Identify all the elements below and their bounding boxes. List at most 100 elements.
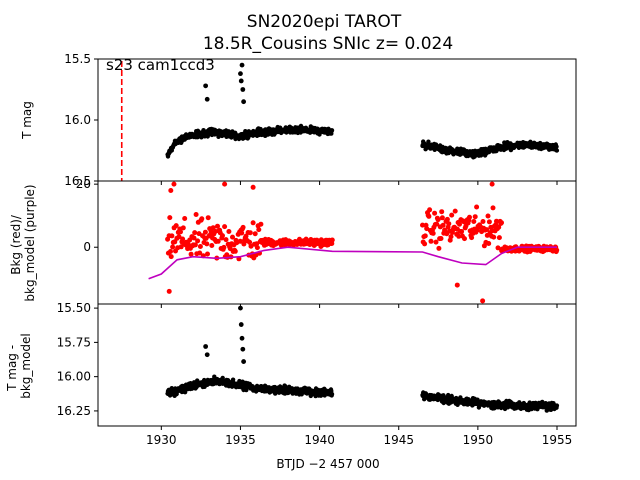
data-point	[554, 144, 559, 149]
bkg-point	[474, 227, 480, 233]
sector-camera-annotation: s23 cam1ccd3	[106, 56, 215, 74]
data-point	[204, 352, 210, 358]
bkg-point	[471, 219, 477, 224]
data-point	[230, 377, 236, 382]
bkg-point	[499, 220, 504, 226]
y-tick-label: 15.5	[64, 52, 91, 66]
bkg-point	[222, 181, 228, 187]
y-tick-label: 0	[83, 240, 91, 254]
bkg-point	[434, 221, 440, 227]
data-point	[239, 62, 245, 68]
bkg-point	[195, 238, 201, 244]
bkg-point	[210, 225, 216, 231]
bkg-point	[205, 251, 210, 257]
bkg-point	[180, 225, 186, 231]
bkg-point	[240, 224, 246, 230]
bkg-point	[495, 245, 501, 251]
data-point	[238, 71, 243, 77]
bkg-point	[215, 223, 220, 229]
y-tick-label: 15.50	[57, 301, 91, 315]
bkg-point	[454, 282, 460, 288]
data-point	[182, 390, 188, 395]
bkg-point	[435, 217, 441, 223]
data-point	[554, 403, 560, 408]
data-point	[238, 305, 243, 311]
bkg-point	[247, 239, 253, 245]
bkg-point	[223, 237, 229, 243]
bkg-point	[438, 236, 444, 241]
bkg-point	[247, 230, 253, 236]
x-tick-label: 1945	[383, 433, 414, 447]
y-tick-label: 16.0	[64, 113, 91, 127]
bkg-point	[204, 241, 210, 247]
bkg-point	[176, 234, 182, 240]
bkg-point	[459, 229, 465, 234]
bkg-point	[496, 224, 502, 230]
bkg-point	[490, 205, 496, 211]
data-points	[165, 305, 560, 413]
y-tick-label: 16.25	[57, 404, 91, 418]
bkg-point	[439, 209, 445, 215]
bkg-point	[440, 222, 446, 228]
bkg-point	[188, 251, 194, 257]
x-tick-label: 1940	[304, 433, 335, 447]
bkg-point	[489, 181, 495, 187]
bkg-point	[486, 219, 492, 225]
corrected-mag-panel: 15.50 15.75 16.00 16.25 1930 1935 1940 1945 1950…	[57, 301, 577, 447]
bkg-point	[480, 298, 486, 304]
bkg-point	[446, 221, 452, 227]
bkg-point	[250, 220, 256, 226]
bkg-point	[433, 239, 439, 245]
bkg-point	[329, 237, 335, 243]
bkg-point	[430, 230, 436, 236]
bkg-point	[472, 214, 478, 220]
bkg-point	[486, 241, 492, 246]
bkg-point	[258, 221, 264, 227]
data-point	[240, 346, 246, 352]
bkg-point	[178, 229, 183, 235]
bkg-point	[254, 245, 260, 251]
bkg-model-line	[148, 246, 557, 280]
bkg-point	[256, 227, 262, 233]
bkg-point	[239, 230, 245, 236]
bkg-point	[496, 235, 502, 241]
bkg-point	[422, 241, 428, 247]
bkg-point	[192, 242, 198, 248]
bkg-point	[182, 216, 188, 221]
chart-subtitle: 18.5R_Cousins SNIc z= 0.024	[203, 34, 453, 54]
bkg-point	[241, 241, 247, 247]
y-axis-label-bkg: Bkg (red)/ bkg_model (purple)	[9, 184, 37, 301]
panel-frame	[97, 58, 577, 182]
bkg-point	[449, 212, 455, 218]
panel-frame	[97, 180, 577, 305]
data-point	[203, 83, 209, 89]
bkg-point	[180, 236, 186, 242]
bkg-point	[480, 219, 486, 224]
bkg-point	[444, 216, 450, 222]
data-point	[238, 78, 244, 84]
bkg-point	[428, 238, 434, 244]
bkg-point	[167, 215, 173, 221]
data-point	[241, 99, 247, 105]
bkg-point	[173, 223, 179, 229]
data-point	[240, 87, 246, 92]
y-tick-label: 16.00	[57, 370, 91, 384]
x-axis-label: BTJD −2 457 000	[276, 457, 379, 471]
data-point	[204, 96, 210, 102]
bkg-point	[205, 215, 211, 221]
bkg-point	[222, 224, 228, 230]
bkg-point	[250, 184, 256, 190]
bkg-point	[494, 218, 499, 224]
data-point	[554, 148, 560, 153]
chart-title: SN2020epi TAROT	[247, 12, 402, 32]
bkg-point	[474, 204, 480, 210]
bkg-point	[221, 244, 227, 250]
bkg-point	[484, 227, 490, 233]
y-tick-label: 16.5	[64, 174, 91, 188]
y-tick-label: 20	[76, 177, 91, 191]
bkg-point	[439, 215, 445, 221]
bkg-point	[193, 212, 199, 217]
data-point	[329, 391, 335, 397]
bkg-point	[469, 235, 475, 241]
